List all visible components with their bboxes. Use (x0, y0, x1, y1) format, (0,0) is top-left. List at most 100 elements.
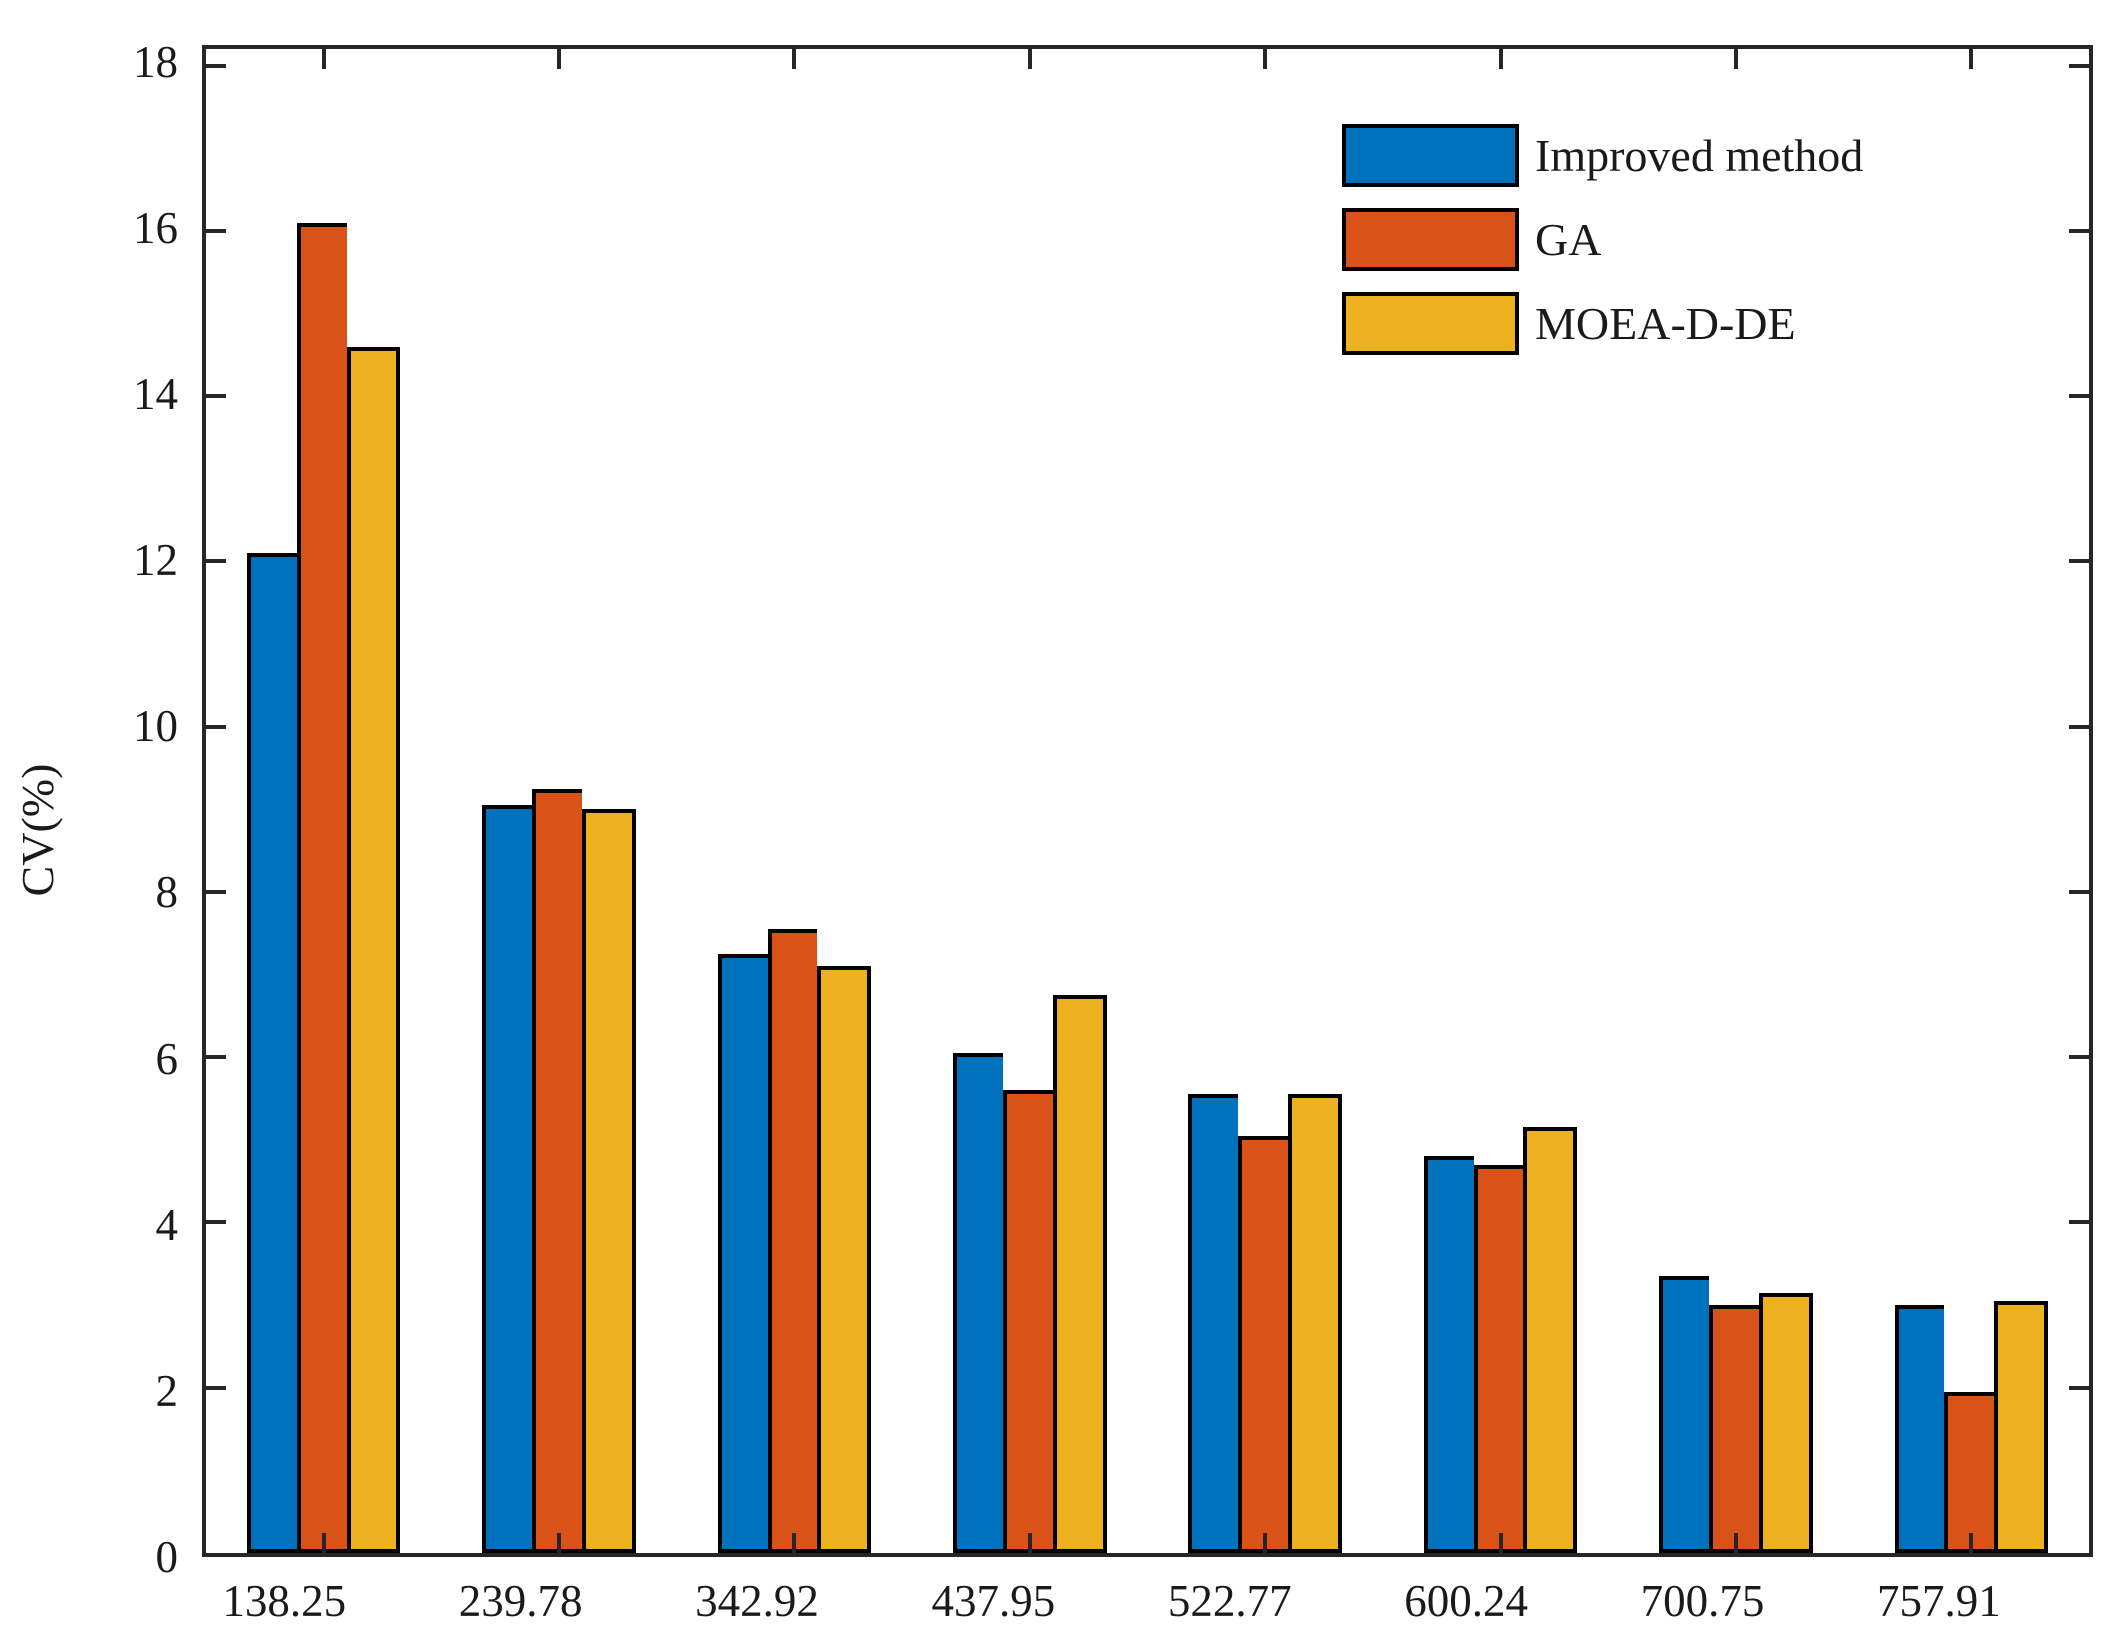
bar-moea-d-de (1758, 1292, 1813, 1553)
y-tick-label-0: 0 (155, 1532, 179, 1582)
bar-ga (1944, 1391, 1995, 1553)
x-tick-label-700.75: 700.75 (1640, 1576, 1765, 1626)
y-tick-left-16 (206, 228, 226, 233)
legend-swatch (1342, 292, 1519, 355)
bar-row (482, 49, 636, 1553)
x-tick-bottom-522.77 (1263, 1533, 1268, 1553)
bar-ga (1002, 1090, 1053, 1553)
legend-swatch (1342, 124, 1519, 187)
bar-moea-d-de (817, 966, 872, 1553)
bar-row (953, 49, 1107, 1553)
bar-improved-method (1659, 1276, 1710, 1553)
bar-ga (767, 929, 818, 1553)
y-tick-right-12 (2069, 559, 2089, 564)
x-tick-bottom-239.78 (557, 1533, 562, 1553)
bar-group-522.77 (1148, 49, 1383, 1553)
x-tick-bottom-700.75 (1733, 1533, 1738, 1553)
y-tick-label-4: 4 (155, 1199, 179, 1250)
x-tick-label-138.25: 138.25 (222, 1576, 347, 1626)
bar-moea-d-de (1994, 1300, 2049, 1553)
y-tick-label-16: 16 (133, 202, 178, 253)
bar-row (1188, 49, 1342, 1553)
y-tick-left-10 (206, 724, 226, 729)
y-tick-label-18: 18 (133, 36, 178, 87)
y-tick-left-14 (206, 394, 226, 399)
bar-ga (1709, 1305, 1759, 1553)
bar-ga (296, 222, 347, 1553)
bar-group-342.92 (677, 49, 912, 1553)
x-tick-label-757.91: 757.91 (1876, 1576, 2001, 1626)
bar-moea-d-de (1523, 1127, 1578, 1553)
y-tick-label-14: 14 (133, 368, 178, 419)
bar-group-600.24 (1383, 49, 1618, 1553)
x-tick-bottom-342.92 (792, 1533, 797, 1553)
x-tick-top-757.91 (1969, 49, 1974, 69)
x-tick-bottom-437.95 (1027, 1533, 1032, 1553)
bar-moea-d-de (346, 346, 401, 1553)
y-tick-right-8 (2069, 889, 2089, 894)
x-tick-label-437.95: 437.95 (931, 1576, 1056, 1626)
y-tick-left-4 (206, 1220, 226, 1225)
bar-improved-method (1894, 1305, 1945, 1553)
bar-ga (1473, 1164, 1524, 1553)
legend-entry-moea-d-de: MOEA-D-DE (1342, 292, 1863, 355)
legend-entry-ga: GA (1342, 208, 1863, 271)
legend-label: Improved method (1535, 130, 1864, 181)
x-tick-bottom-757.91 (1969, 1533, 1974, 1553)
x-tick-bottom-138.25 (321, 1533, 326, 1553)
x-tick-label-342.92: 342.92 (695, 1576, 819, 1626)
bar-group-437.95 (912, 49, 1147, 1553)
legend-entry-improved-method: Improved method (1342, 124, 1863, 187)
plot-area (202, 45, 2093, 1557)
x-tick-top-522.77 (1263, 49, 1268, 69)
y-tick-left-8 (206, 889, 226, 894)
bar-moea-d-de (1052, 995, 1107, 1553)
bar-improved-method (1423, 1156, 1474, 1553)
x-tick-top-437.95 (1027, 49, 1032, 69)
bar-improved-method (717, 953, 768, 1553)
bar-row (246, 49, 401, 1553)
x-tick-top-239.78 (557, 49, 562, 69)
bar-improved-method (953, 1053, 1003, 1553)
x-tick-label-600.24: 600.24 (1404, 1576, 1528, 1626)
bar-moea-d-de (581, 809, 636, 1553)
bar-row (717, 49, 872, 1553)
x-tick-label-522.77: 522.77 (1167, 1576, 1292, 1626)
bar-improved-method (1188, 1094, 1239, 1553)
y-tick-left-18 (206, 63, 226, 68)
legend-label: MOEA-D-DE (1535, 298, 1796, 349)
legend-label: GA (1535, 214, 1602, 265)
bar-ga (1238, 1135, 1289, 1553)
bar-group-138.25 (206, 49, 441, 1553)
bar-ga (532, 788, 582, 1553)
x-tick-top-700.75 (1733, 49, 1738, 69)
y-tick-right-2 (2069, 1385, 2089, 1390)
y-tick-right-4 (2069, 1220, 2089, 1225)
x-tick-top-342.92 (792, 49, 797, 69)
y-axis-title: CV(%) (12, 763, 63, 897)
y-tick-label-8: 8 (155, 867, 179, 918)
bar-group-239.78 (441, 49, 676, 1553)
y-tick-label-12: 12 (133, 535, 178, 586)
bar-group-757.91 (1854, 49, 2089, 1553)
y-tick-label-2: 2 (155, 1365, 179, 1416)
x-tick-top-600.24 (1498, 49, 1503, 69)
bar-moea-d-de (1288, 1094, 1342, 1553)
y-tick-left-12 (206, 559, 226, 564)
bar-improved-method (482, 805, 533, 1553)
y-tick-left-2 (206, 1385, 226, 1390)
y-tick-left-6 (206, 1055, 226, 1060)
y-tick-label-10: 10 (133, 701, 178, 752)
y-tick-right-18 (2069, 63, 2089, 68)
bar-row (1423, 49, 1578, 1553)
y-tick-right-16 (2069, 228, 2089, 233)
bar-improved-method (246, 553, 297, 1553)
y-tick-right-10 (2069, 724, 2089, 729)
x-tick-top-138.25 (321, 49, 326, 69)
legend-swatch (1342, 208, 1519, 271)
y-tick-right-14 (2069, 394, 2089, 399)
x-tick-label-239.78: 239.78 (458, 1576, 583, 1626)
x-tick-bottom-600.24 (1498, 1533, 1503, 1553)
y-tick-label-6: 6 (155, 1033, 179, 1084)
